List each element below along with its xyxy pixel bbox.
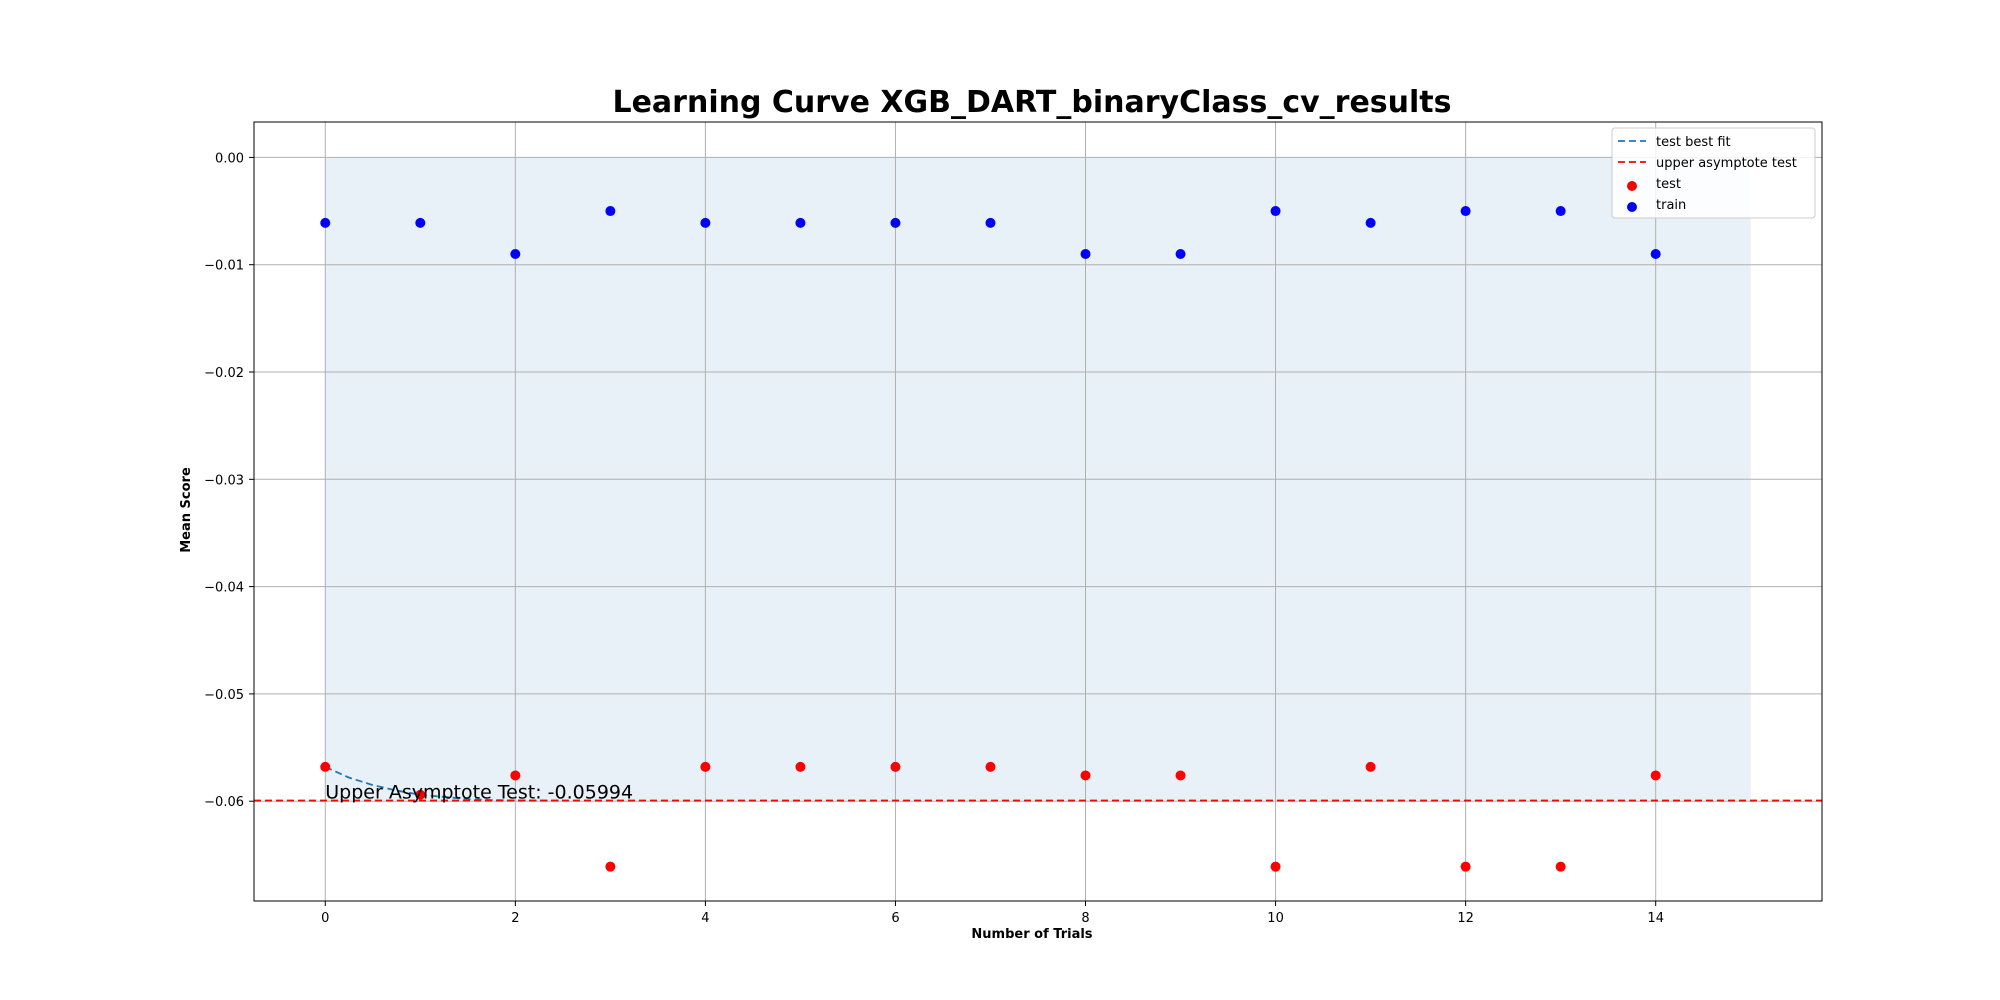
test-point: [1080, 770, 1091, 781]
train-point: [1365, 217, 1376, 228]
legend: test best fit upper asymptote test test tra…: [1611, 127, 1816, 219]
x-tick-label: 4: [701, 911, 709, 926]
test-point: [1460, 861, 1471, 872]
train-point: [795, 217, 806, 228]
train-point: [1175, 248, 1186, 259]
train-point: [605, 206, 616, 217]
train-point: [890, 217, 901, 228]
y-tick-label: −0.03: [204, 473, 244, 488]
x-axis-label: Number of Trials: [971, 927, 1092, 942]
y-tick-label: −0.01: [204, 259, 244, 274]
legend-swatch: [1627, 202, 1637, 212]
x-tick-label: 14: [1647, 911, 1664, 926]
plot-frame: [253, 121, 1823, 902]
train-point: [1460, 206, 1471, 217]
test-point: [510, 770, 521, 781]
train-point: [1270, 206, 1281, 217]
test-point: [700, 761, 711, 772]
y-tick-label: −0.05: [204, 688, 244, 703]
test-point: [985, 761, 996, 772]
train-point: [985, 217, 996, 228]
legend-entry: test best fit: [1656, 135, 1731, 150]
test-point: [1270, 861, 1281, 872]
train-point: [320, 217, 331, 228]
test-point: [320, 761, 331, 772]
train-point: [1650, 248, 1661, 259]
y-tick-label: −0.06: [204, 795, 244, 810]
train-point: [415, 217, 426, 228]
legend-entry: train: [1656, 198, 1686, 213]
test-point: [890, 761, 901, 772]
train-point: [700, 217, 711, 228]
y-tick-label: −0.04: [204, 581, 244, 596]
legend-entry: test: [1656, 177, 1681, 192]
y-tick-label: 0.00: [215, 151, 244, 166]
y-tick-label: −0.02: [204, 366, 244, 381]
train-point: [1555, 206, 1566, 217]
axis-ticks: 0 2 4 6 8 10 12 14 0.00 −0.01 −0.02 −0.03 −0.04 −0.05…: [204, 151, 1664, 926]
test-point: [605, 861, 616, 872]
asymptote-annotation: Upper Asymptote Test: -0.05994: [325, 782, 633, 804]
legend-swatch: [1627, 181, 1637, 191]
test-point: [795, 761, 806, 772]
legend-entry: upper asymptote test: [1656, 156, 1797, 171]
points-layer: [320, 206, 1661, 872]
x-tick-label: 0: [321, 911, 329, 926]
x-tick-label: 10: [1267, 911, 1284, 926]
legend-box: [1611, 127, 1816, 219]
test-point: [1555, 861, 1566, 872]
test-point: [1650, 770, 1661, 781]
x-tick-label: 2: [511, 911, 519, 926]
x-tick-label: 12: [1457, 911, 1474, 926]
train-point: [1080, 248, 1091, 259]
series-layer: [254, 766, 1822, 802]
test-point: [415, 789, 426, 800]
test-point: [1365, 761, 1376, 772]
x-tick-label: 6: [891, 911, 899, 926]
x-tick-label: 8: [1081, 911, 1089, 926]
train-point: [510, 248, 521, 259]
y-axis-label: Mean Score: [179, 467, 194, 553]
chart-title: Learning Curve XGB_DART_binaryClass_cv_r…: [612, 85, 1451, 120]
test-point: [1175, 770, 1186, 781]
